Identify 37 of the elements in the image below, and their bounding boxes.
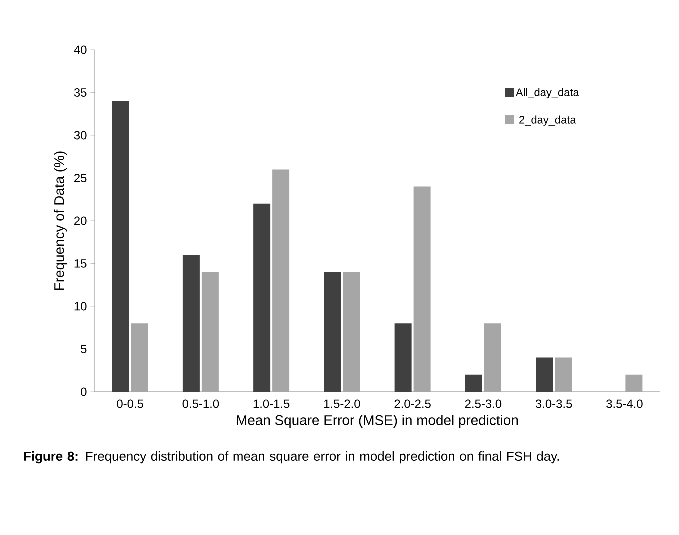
bar [202,272,219,392]
bar [414,186,431,392]
x-tick-label: 2.0-2.5 [394,400,431,408]
bar [272,170,290,392]
x-tick-label: 3.5-4.0 [606,400,643,408]
bar [626,374,643,392]
bar [343,272,360,392]
bar [254,204,271,392]
bar [465,374,482,392]
x-tick-label: 3.0-3.5 [536,400,572,408]
bar [324,272,342,392]
bar [555,358,572,392]
y-tick-label: 35 [74,88,87,97]
bar [182,255,200,392]
x-tick-label: 1.5-2.0 [324,400,360,408]
y-tick-label: 25 [74,174,87,182]
x-tick-label: 0-0.5 [117,400,144,408]
x-tick-label: 0.5-1.0 [182,400,220,408]
text: Figure 8: Frequency distribution of mean square error in model prediction on final FSH day. [24,452,560,464]
x-tick-label: 1.0-1.5 [254,400,290,408]
y-tick-label: 5 [81,345,87,354]
bar [536,358,554,392]
y-tick-label: 20 [74,216,87,226]
y-tick-label: 40 [74,46,87,54]
x-axis-title: Mean Square Error (MSE) in model prediction [237,415,518,428]
legend-label: All_day_data [516,88,580,99]
bar [112,101,130,392]
y-axis-title: Frequency of Data (%) [54,152,68,290]
bar [484,324,502,392]
bar [394,324,412,392]
y-tick-label: 10 [74,302,87,311]
y-tick-label: 30 [74,131,87,140]
x-tick-label: 2.5-3.0 [465,400,502,408]
y-tick-label: 0 [81,388,87,396]
legend-label: 2_day_data [520,116,576,126]
bar [131,324,148,392]
y-tick-label: 15 [74,260,87,268]
